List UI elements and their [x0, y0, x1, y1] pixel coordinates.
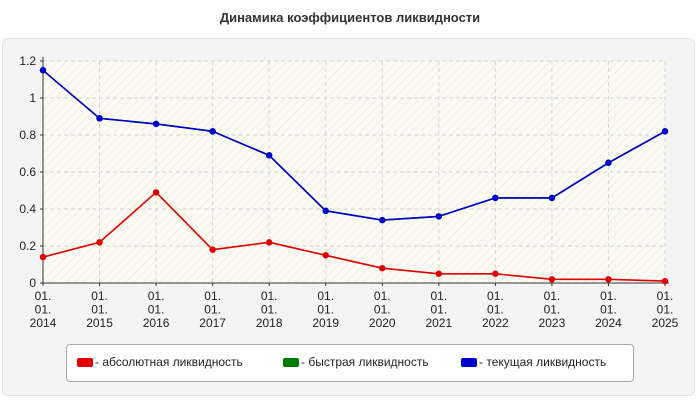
x-tick-label: 01. 01. 2021	[425, 289, 452, 330]
y-tick-label: 0.2	[19, 239, 36, 253]
legend-swatch-current	[461, 357, 477, 367]
data-point-absolute	[209, 246, 216, 253]
x-tick-label: 01. 01. 2017	[199, 289, 226, 330]
y-tick-label: 1.2	[19, 54, 36, 68]
legend-item-current: - текущая ликвидность	[461, 355, 606, 369]
x-tick-label: 01. 01. 2023	[539, 289, 566, 330]
x-tick-label: 01. 01. 2024	[595, 289, 622, 330]
data-point-absolute	[265, 239, 273, 246]
chart-title: Динамика коэффициентов ликвидности	[219, 10, 481, 25]
series-current	[39, 67, 669, 224]
data-point-current	[492, 194, 499, 202]
y-tick-label: 0.8	[19, 128, 36, 142]
data-point-current	[96, 115, 103, 122]
legend-swatch-quick	[283, 357, 299, 367]
legend-item-absolute: - абсолютная ликвидность	[77, 355, 243, 369]
data-point-absolute	[661, 277, 669, 285]
x-tick-label: 01. 01. 2016	[143, 289, 170, 330]
legend-item-quick: - быстрая ликвидность	[283, 355, 429, 369]
data-point-current	[548, 194, 556, 202]
data-point-current	[661, 128, 669, 135]
data-point-current	[435, 213, 443, 220]
legend-label-current: - текущая ликвидность	[479, 355, 607, 369]
chart-legend: - абсолютная ликвидность - быстрая ликви…	[66, 344, 634, 382]
data-point-absolute	[39, 253, 47, 261]
legend-swatch-absolute	[77, 357, 93, 367]
data-point-current	[605, 159, 612, 166]
data-point-current	[379, 216, 386, 224]
x-tick-label: 01. 01. 2022	[482, 289, 509, 330]
x-tick-label: 01. 01. 2020	[369, 289, 396, 330]
x-tick-label: 01. 01. 2025	[652, 289, 679, 330]
x-tick-label: 01. 01. 2014	[30, 289, 57, 330]
data-point-current	[39, 67, 47, 74]
y-tick-label: 0.6	[19, 165, 36, 179]
data-point-current	[209, 128, 216, 135]
data-point-absolute	[548, 276, 556, 283]
y-tick-label: 0.4	[19, 202, 36, 216]
y-tick-label: 1	[29, 91, 36, 105]
data-point-absolute	[96, 239, 103, 246]
series-absolute	[39, 189, 669, 285]
legend-label-quick: - быстрая ликвидность	[301, 355, 429, 369]
x-tick-label: 01. 01. 2019	[312, 289, 339, 330]
data-point-absolute	[605, 276, 612, 283]
data-point-current	[265, 152, 273, 159]
data-point-absolute	[435, 270, 443, 277]
x-tick-label: 01. 01. 2015	[86, 289, 113, 330]
data-point-current	[322, 207, 329, 215]
data-point-absolute	[322, 252, 329, 259]
data-point-absolute	[152, 189, 160, 196]
y-tick-label: 0	[29, 276, 36, 290]
data-point-absolute	[379, 265, 386, 272]
data-point-current	[152, 120, 160, 128]
data-point-absolute	[492, 270, 499, 277]
series-line-absolute	[42, 191, 666, 282]
x-tick-label: 01. 01. 2018	[256, 289, 283, 330]
legend-label-absolute: - абсолютная ликвидность	[95, 355, 243, 369]
series-line-current	[42, 69, 666, 221]
